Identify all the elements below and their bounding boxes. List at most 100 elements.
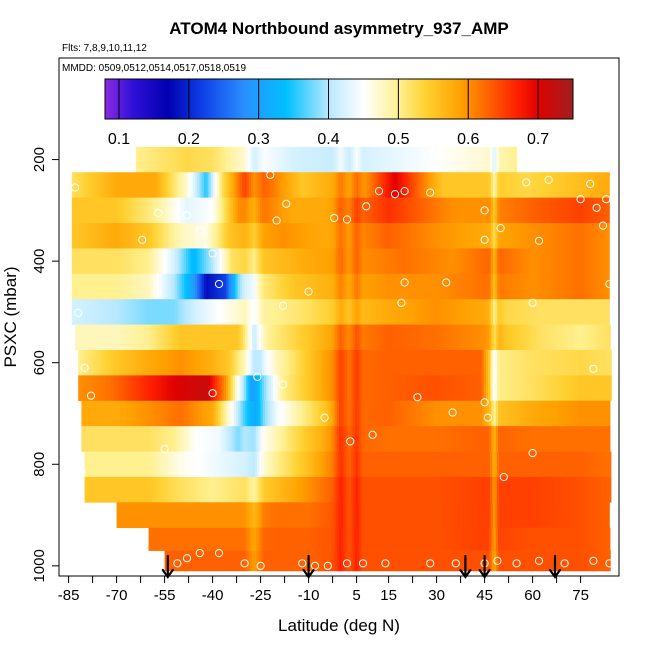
heatmap-cell: [286, 223, 290, 249]
heatmap-cell: [383, 400, 387, 427]
heatmap-cell: [204, 550, 208, 572]
heatmap-cell: [156, 197, 160, 224]
heatmap-cell: [179, 197, 182, 224]
heatmap-cell: [515, 299, 518, 325]
heatmap-cell: [507, 476, 511, 503]
heatmap-cell: [286, 350, 290, 376]
heatmap-cell: [328, 324, 331, 351]
heatmap-cell: [482, 527, 485, 551]
heatmap-cell: [478, 324, 481, 351]
heatmap-cell: [337, 550, 340, 572]
heatmap-cell: [405, 350, 408, 376]
heatmap-cell: [367, 502, 371, 529]
heatmap-cell: [568, 350, 572, 376]
sample-point: [605, 559, 614, 568]
heatmap-cell: [245, 476, 249, 503]
heatmap-cell: [209, 527, 212, 551]
heatmap-cell: [565, 400, 568, 427]
heatmap-cell: [398, 299, 402, 325]
heatmap-cell: [304, 375, 308, 402]
heatmap-cell: [289, 299, 292, 325]
heatmap-cell: [381, 527, 385, 551]
heatmap-cell: [606, 375, 610, 402]
heatmap-cell: [369, 350, 373, 376]
sample-point: [480, 398, 489, 407]
heatmap-cell: [184, 400, 188, 427]
heatmap-cell: [422, 476, 426, 503]
heatmap-cell: [224, 299, 227, 325]
heatmap-cell: [299, 451, 303, 478]
heatmap-cell: [215, 426, 219, 452]
heatmap-cell: [468, 223, 471, 249]
heatmap-cell: [87, 299, 91, 325]
heatmap-cell: [255, 197, 259, 224]
heatmap-cell: [470, 197, 474, 224]
heatmap-cell: [489, 426, 492, 452]
heatmap-cell: [300, 172, 303, 198]
heatmap-cell: [423, 502, 427, 529]
sample-point: [589, 556, 598, 565]
heatmap-cell: [560, 299, 563, 325]
heatmap-cell: [594, 400, 597, 427]
heatmap-cell: [186, 502, 189, 529]
heatmap-cell: [253, 400, 257, 427]
heatmap-cell: [280, 502, 283, 529]
heatmap-cell: [548, 273, 552, 300]
heatmap-cell: [347, 400, 351, 427]
heatmap-cell: [197, 273, 200, 300]
heatmap-cell: [463, 172, 467, 198]
heatmap-cell: [436, 502, 440, 529]
heatmap-cell: [220, 426, 223, 452]
heatmap-cell: [425, 172, 429, 198]
heatmap-cell: [551, 197, 554, 224]
heatmap-cell: [506, 172, 509, 198]
heatmap-cell: [477, 400, 481, 427]
heatmap-cell: [201, 197, 205, 224]
heatmap-cell: [324, 197, 328, 224]
heatmap-cell: [208, 502, 212, 529]
heatmap-cell: [448, 400, 452, 427]
heatmap-cell: [238, 550, 242, 572]
heatmap-cell: [365, 400, 369, 427]
heatmap-cell: [160, 146, 164, 173]
heatmap-cell: [369, 197, 373, 224]
heatmap-cell: [410, 299, 413, 325]
heatmap-cell: [240, 527, 244, 551]
heatmap-cell: [503, 350, 507, 376]
heatmap-cell: [367, 248, 371, 275]
heatmap-cell: [391, 451, 395, 478]
heatmap-cell: [219, 502, 223, 529]
heatmap-cell: [203, 223, 207, 249]
heatmap-cell: [339, 426, 342, 452]
heatmap-cell: [396, 502, 400, 529]
heatmap-cell: [488, 299, 492, 325]
heatmap-cell: [534, 324, 537, 351]
heatmap-cell: [355, 451, 359, 478]
heatmap-cell: [374, 248, 377, 275]
heatmap-cell: [318, 502, 321, 529]
heatmap-cell: [181, 375, 184, 402]
heatmap-cell: [449, 476, 453, 503]
heatmap-cell: [406, 527, 409, 551]
heatmap-cell: [567, 550, 571, 572]
heatmap-cell: [406, 324, 410, 351]
heatmap-cell: [266, 248, 270, 275]
heatmap-cell: [261, 146, 264, 173]
heatmap-cell: [277, 248, 281, 275]
heatmap-cell: [282, 223, 285, 249]
heatmap-cell: [539, 197, 543, 224]
sample-point: [320, 413, 329, 422]
heatmap-cell: [259, 273, 263, 300]
heatmap-cell: [199, 172, 203, 198]
heatmap-cell: [407, 223, 411, 249]
heatmap-cell: [589, 248, 592, 275]
heatmap-cell: [232, 350, 236, 376]
heatmap-cell: [221, 273, 225, 300]
heatmap-cell: [226, 350, 229, 376]
heatmap-cell: [116, 172, 120, 198]
heatmap-cell: [488, 350, 491, 376]
heatmap-cell: [163, 273, 167, 300]
heatmap-cell: [450, 299, 453, 325]
heatmap-cell: [304, 299, 308, 325]
heatmap-cell: [463, 451, 466, 478]
